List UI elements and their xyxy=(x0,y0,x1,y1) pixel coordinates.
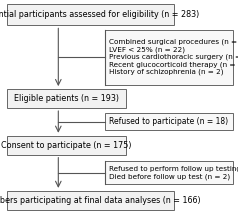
FancyBboxPatch shape xyxy=(105,161,233,184)
Text: Numbers participating at final data analyses (n = 166): Numbers participating at final data anal… xyxy=(0,196,200,205)
Text: Refused to perform follow up testing (n = 7)
Died before follow up test (n = 2): Refused to perform follow up testing (n … xyxy=(109,166,238,180)
FancyBboxPatch shape xyxy=(7,191,174,210)
Text: Potential participants assessed for eligibility (n = 283): Potential participants assessed for elig… xyxy=(0,10,200,19)
FancyBboxPatch shape xyxy=(7,4,174,25)
FancyBboxPatch shape xyxy=(105,30,233,85)
Text: Eligible patients (n = 193): Eligible patients (n = 193) xyxy=(14,94,119,103)
Text: Consent to participate (n = 175): Consent to participate (n = 175) xyxy=(1,141,132,150)
FancyBboxPatch shape xyxy=(7,136,126,155)
Text: Refused to participate (n = 18): Refused to participate (n = 18) xyxy=(109,117,228,126)
FancyBboxPatch shape xyxy=(7,89,126,108)
FancyBboxPatch shape xyxy=(105,113,233,130)
Text: Combined surgical procedures (n = 27)
LVEF < 25% (n = 22)
Previous cardiothoraci: Combined surgical procedures (n = 27) LV… xyxy=(109,39,238,75)
